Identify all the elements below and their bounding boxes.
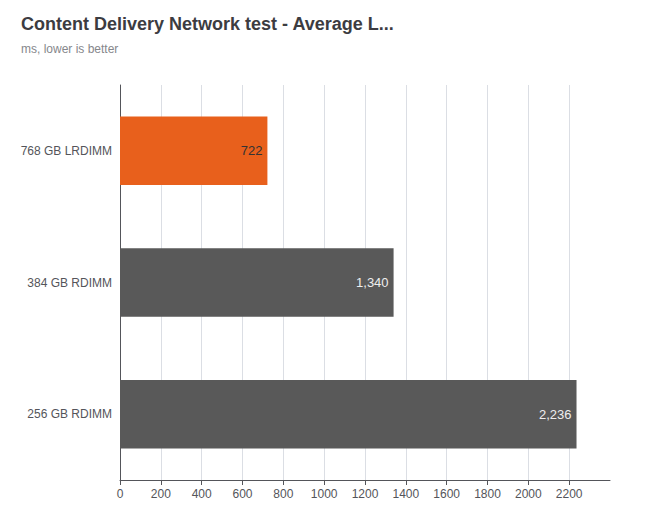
svg-text:1400: 1400	[392, 487, 419, 501]
svg-text:1800: 1800	[474, 487, 501, 501]
svg-text:200: 200	[151, 487, 171, 501]
svg-text:722: 722	[241, 143, 263, 158]
svg-text:2,236: 2,236	[539, 407, 572, 422]
svg-text:1200: 1200	[352, 487, 379, 501]
svg-text:768 GB LRDIMM: 768 GB LRDIMM	[21, 144, 112, 158]
svg-text:1,340: 1,340	[356, 275, 389, 290]
svg-text:1000: 1000	[311, 487, 338, 501]
svg-text:ms, lower is better: ms, lower is better	[21, 42, 118, 56]
svg-text:2200: 2200	[556, 487, 583, 501]
svg-text:384 GB RDIMM: 384 GB RDIMM	[27, 276, 112, 290]
svg-text:400: 400	[192, 487, 212, 501]
svg-text:600: 600	[232, 487, 252, 501]
svg-text:800: 800	[273, 487, 293, 501]
svg-text:Content Delivery Network test: Content Delivery Network test - Average …	[21, 14, 394, 34]
svg-text:1600: 1600	[433, 487, 460, 501]
svg-text:2000: 2000	[515, 487, 542, 501]
svg-text:0: 0	[117, 487, 124, 501]
svg-text:256 GB RDIMM: 256 GB RDIMM	[27, 407, 112, 421]
